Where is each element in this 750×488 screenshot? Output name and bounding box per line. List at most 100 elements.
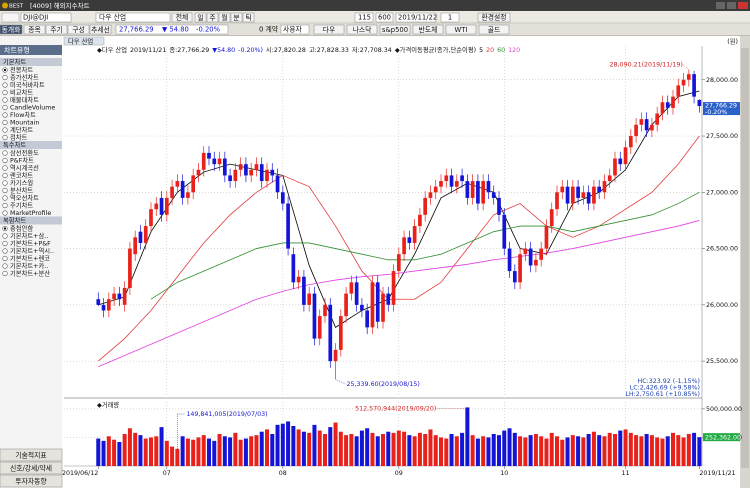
chart-type-option[interactable]: 기본차트+렌코 xyxy=(10,254,50,263)
radio[interactable] xyxy=(2,74,8,81)
legend-entry: 20 xyxy=(486,47,494,54)
chart-type-option[interactable]: 중첩안함 xyxy=(10,224,33,233)
radio[interactable] xyxy=(2,150,8,156)
radio[interactable] xyxy=(2,119,8,126)
volume-bar xyxy=(628,432,633,466)
chart-type-option[interactable]: 카기스윙 xyxy=(10,178,33,187)
index-button[interactable] xyxy=(445,24,477,35)
radio[interactable] xyxy=(2,233,8,239)
volume-bar xyxy=(449,434,454,466)
index-button[interactable] xyxy=(379,24,411,35)
period-button[interactable] xyxy=(218,12,231,23)
candle-body xyxy=(101,304,106,311)
radio[interactable] xyxy=(2,172,8,179)
chart-type-option[interactable]: 전봉차트 xyxy=(10,65,33,74)
radio[interactable] xyxy=(2,82,8,88)
chart-type-option[interactable]: 기본차트+삼.. xyxy=(10,231,48,240)
index-button[interactable] xyxy=(412,24,444,35)
radio[interactable] xyxy=(2,127,8,133)
radio[interactable] xyxy=(2,210,8,216)
volume-bar xyxy=(565,437,570,466)
symbol-input[interactable] xyxy=(20,12,72,23)
range-button[interactable] xyxy=(171,12,193,23)
chart-type-option[interactable]: 종가선차트 xyxy=(10,73,39,82)
radio[interactable] xyxy=(2,165,8,171)
period-button[interactable] xyxy=(242,12,255,23)
period-button[interactable] xyxy=(194,12,207,23)
search-icon[interactable] xyxy=(1,12,20,23)
chart-type-option[interactable]: 비교차트 xyxy=(10,88,33,97)
radio[interactable] xyxy=(2,97,8,103)
radio[interactable] xyxy=(2,134,8,141)
tool-button[interactable] xyxy=(89,24,112,35)
radio[interactable] xyxy=(2,195,8,201)
chart-type-option[interactable]: CandleVolume xyxy=(10,105,55,112)
mode-button[interactable] xyxy=(0,24,23,35)
app-icon xyxy=(2,2,8,9)
chart-type-option[interactable]: 매물대차트 xyxy=(10,95,39,104)
chart-type-option[interactable]: 계단차트 xyxy=(10,125,33,134)
index-button[interactable] xyxy=(313,24,345,35)
radio[interactable] xyxy=(2,255,8,262)
chart-type-option[interactable]: MarketProfile xyxy=(10,210,51,217)
radio[interactable] xyxy=(2,112,8,118)
tool-button[interactable] xyxy=(23,24,46,35)
candle-body xyxy=(650,124,654,131)
date-input[interactable] xyxy=(395,12,437,23)
panel-button[interactable] xyxy=(0,461,63,475)
candle-body xyxy=(660,102,665,114)
radio[interactable] xyxy=(2,240,8,247)
close-button[interactable] xyxy=(738,2,748,9)
radio[interactable] xyxy=(2,187,8,194)
scrollbar-thumb[interactable] xyxy=(741,48,749,468)
index-button[interactable] xyxy=(478,24,510,35)
chart-type-option[interactable]: 미국식바차트 xyxy=(10,80,45,89)
chart-type-option[interactable]: P&F차트 xyxy=(10,156,34,165)
user-select[interactable] xyxy=(280,24,310,35)
chart-type-option[interactable]: 주기차트 xyxy=(10,201,33,210)
chart-type-option[interactable]: 삼선전환도 xyxy=(10,148,39,157)
volume-bar xyxy=(665,436,670,466)
count-input[interactable] xyxy=(354,12,374,23)
chart-type-option[interactable]: 렌코차트 xyxy=(10,171,33,180)
radio[interactable] xyxy=(2,202,8,209)
chart-type-option[interactable]: 기본차트+분산 xyxy=(10,269,50,278)
minimize-button[interactable] xyxy=(716,2,725,9)
chart-type-option[interactable]: 역시계곡선 xyxy=(10,163,39,172)
chart-type-option[interactable]: 기본차트+P&F xyxy=(10,239,51,248)
radio[interactable] xyxy=(2,270,8,277)
tool-button[interactable] xyxy=(45,24,68,35)
candle-body xyxy=(613,158,617,176)
index-button[interactable] xyxy=(346,24,378,35)
chart-type-option[interactable]: Mountain xyxy=(10,120,39,127)
radio[interactable] xyxy=(2,248,8,254)
radio[interactable] xyxy=(2,157,8,164)
chart-tab[interactable] xyxy=(63,36,105,46)
panel-button[interactable] xyxy=(0,474,63,488)
chart-type-option[interactable]: 기본차트+역시.. xyxy=(10,246,54,255)
period-button[interactable] xyxy=(206,12,219,23)
chart-type-option[interactable]: Flow차트 xyxy=(10,110,36,119)
period-button[interactable] xyxy=(230,12,243,23)
candle-body xyxy=(407,237,412,243)
chart-type-option[interactable]: 분산차트 xyxy=(10,186,33,195)
chart-type-option[interactable]: 역오선차트 xyxy=(10,193,39,202)
settings-button[interactable] xyxy=(477,12,511,23)
maximize-button[interactable] xyxy=(727,2,736,9)
radio[interactable] xyxy=(2,89,8,96)
range-stat: LH:2,750.61 (+10.85%) xyxy=(625,391,700,398)
tool-button[interactable] xyxy=(67,24,90,35)
chart-type-option[interactable]: 기본차트+카.. xyxy=(10,261,48,270)
volume-bar xyxy=(196,437,201,466)
panel-button[interactable] xyxy=(0,448,63,462)
moving-average-line xyxy=(150,191,700,300)
candle-body xyxy=(491,192,496,198)
candle-body xyxy=(217,158,222,165)
volume-bar xyxy=(138,435,143,466)
unit-input[interactable] xyxy=(440,12,460,23)
radio[interactable] xyxy=(2,104,8,111)
radio[interactable] xyxy=(2,180,8,186)
radio[interactable] xyxy=(2,263,8,269)
volume-bar xyxy=(127,428,132,466)
chart-type-option[interactable]: 점차트 xyxy=(10,133,28,142)
